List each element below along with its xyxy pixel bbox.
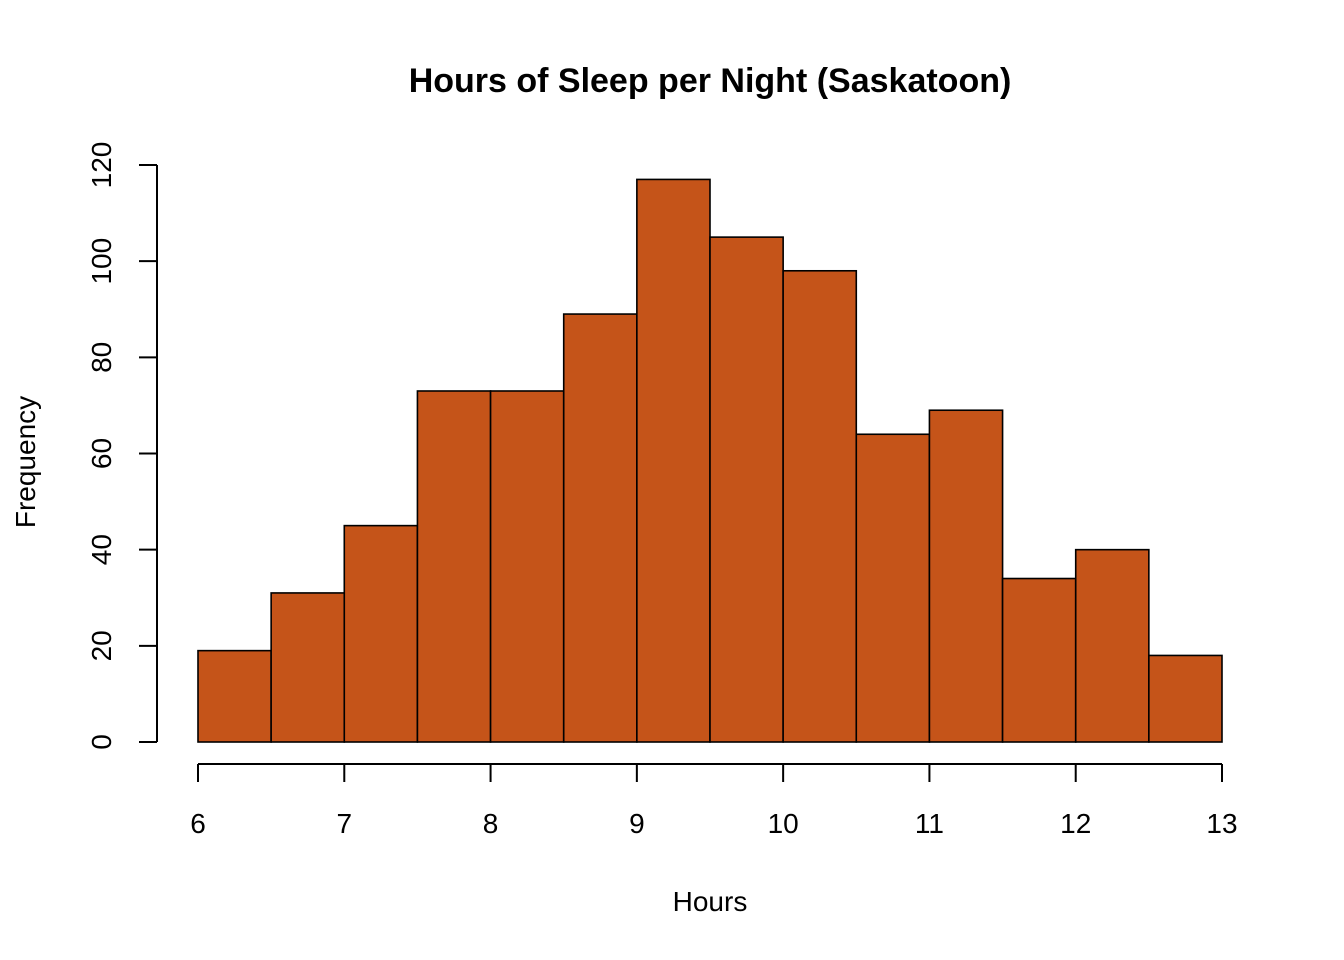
histogram-bar (343, 524, 419, 743)
x-tick-label: 11 (915, 808, 944, 839)
histogram-bar (782, 269, 858, 743)
x-tick-label: 10 (768, 808, 799, 839)
x-tick-label: 9 (629, 808, 645, 839)
y-tick-label: 40 (86, 534, 117, 565)
histogram-bar (562, 313, 638, 743)
y-axis: 0 20 40 60 80 100 120 (86, 142, 158, 750)
y-tick-label: 20 (86, 630, 117, 661)
histogram-bar (197, 649, 272, 743)
histogram-bar (636, 178, 711, 743)
histogram-bar (1148, 654, 1223, 743)
y-axis-label: Frequency (10, 396, 41, 528)
y-tick-label: 80 (86, 342, 117, 373)
x-tick-label: 7 (336, 808, 352, 839)
histogram-bar (270, 592, 346, 743)
x-tick-label: 6 (190, 808, 206, 839)
y-tick-label: 100 (86, 238, 117, 285)
histogram-bar (1001, 577, 1077, 743)
x-tick-label: 12 (1060, 808, 1091, 839)
histogram-bar (1074, 548, 1150, 743)
histogram-bar (709, 236, 784, 743)
x-axis-label: Hours (673, 886, 748, 917)
chart-title: Hours of Sleep per Night (Saskatoon) (409, 62, 1012, 100)
histogram-bar (928, 409, 1004, 743)
histogram-bar (855, 433, 931, 743)
y-tick-label: 0 (86, 734, 117, 750)
x-axis: 6 7 8 9 10 11 12 13 (190, 763, 1238, 839)
y-tick-label: 60 (86, 438, 117, 469)
histogram-bars (197, 178, 1223, 743)
x-tick-label: 13 (1206, 808, 1237, 839)
y-tick-label: 120 (86, 142, 117, 189)
x-tick-label: 8 (483, 808, 499, 839)
histogram-bar (489, 390, 565, 743)
histogram-bar (416, 390, 492, 743)
